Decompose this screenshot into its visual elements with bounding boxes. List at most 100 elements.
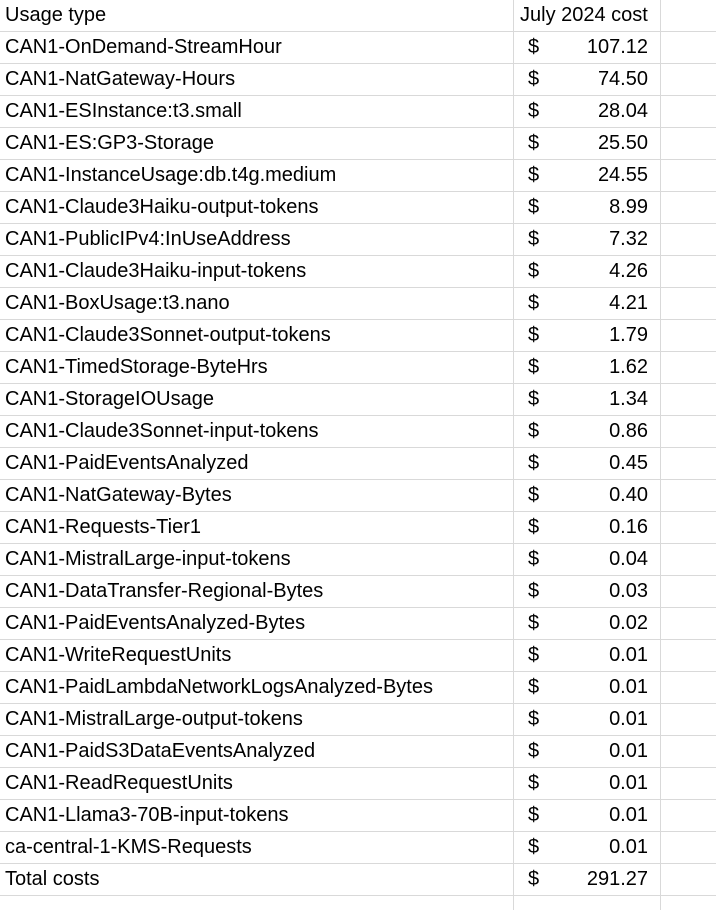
cost-amount-cell[interactable]: 8.99 [609, 196, 648, 218]
currency-symbol-cell[interactable]: $ [528, 644, 540, 666]
currency-symbol-cell[interactable]: $ [528, 836, 540, 858]
cost-amount-cell[interactable]: 1.79 [609, 324, 648, 346]
table-row: CAN1-BoxUsage:t3.nano $4.21 [0, 288, 716, 320]
cost-amount-cell[interactable]: 0.01 [609, 804, 648, 826]
table-row: CAN1-NatGateway-Hours $74.50 [0, 64, 716, 96]
cost-amount-cell[interactable]: 25.50 [597, 132, 648, 154]
currency-symbol-cell[interactable]: $ [528, 420, 540, 442]
cost-amount-cell[interactable]: 0.01 [609, 708, 648, 730]
cost-amount-cell[interactable]: 0.04 [609, 548, 648, 570]
usage-type-cell[interactable]: CAN1-InstanceUsage:db.t4g.medium [5, 164, 337, 186]
usage-type-cell[interactable]: CAN1-PaidEventsAnalyzed [5, 452, 249, 474]
cost-amount-cell[interactable]: 0.01 [609, 644, 648, 666]
usage-type-cell[interactable]: CAN1-DataTransfer-Regional-Bytes [5, 580, 324, 602]
usage-type-cell[interactable]: CAN1-ESInstance:t3.small [5, 100, 242, 122]
cost-amount-cell[interactable]: 7.32 [609, 228, 648, 250]
table-row: CAN1-InstanceUsage:db.t4g.medium $24.55 [0, 160, 716, 192]
table-row: CAN1-PaidS3DataEventsAnalyzed $0.01 [0, 736, 716, 768]
usage-type-cell[interactable]: CAN1-PaidEventsAnalyzed-Bytes [5, 612, 306, 634]
currency-symbol-cell[interactable]: $ [528, 324, 540, 346]
cost-amount-cell[interactable]: 0.01 [609, 836, 648, 858]
currency-symbol-cell[interactable]: $ [528, 708, 540, 730]
usage-type-cell[interactable]: CAN1-MistralLarge-input-tokens [5, 548, 291, 570]
cost-amount-cell[interactable]: 0.03 [609, 580, 648, 602]
cost-amount-cell[interactable]: 4.26 [609, 260, 648, 282]
currency-symbol-cell[interactable]: $ [528, 452, 540, 474]
currency-symbol-cell[interactable]: $ [528, 196, 540, 218]
usage-type-cell[interactable]: CAN1-ReadRequestUnits [5, 772, 233, 794]
cost-amount-cell[interactable]: 0.45 [609, 452, 648, 474]
usage-type-cell[interactable]: CAN1-PaidLambdaNetworkLogsAnalyzed-Bytes [5, 676, 433, 698]
currency-symbol-cell[interactable]: $ [528, 292, 540, 314]
table-row: CAN1-NatGateway-Bytes $0.40 [0, 480, 716, 512]
currency-symbol-cell[interactable]: $ [528, 100, 540, 122]
usage-type-cell[interactable]: CAN1-Requests-Tier1 [5, 516, 201, 538]
table-row: CAN1-PaidEventsAnalyzed-Bytes $0.02 [0, 608, 716, 640]
currency-symbol-cell[interactable]: $ [528, 132, 540, 154]
currency-symbol-cell[interactable]: $ [528, 740, 540, 762]
currency-symbol-cell[interactable]: $ [528, 260, 540, 282]
usage-type-cell[interactable]: CAN1-NatGateway-Hours [5, 68, 236, 90]
currency-symbol-cell[interactable]: $ [528, 388, 540, 410]
table-row: CAN1-Claude3Sonnet-input-tokens $0.86 [0, 416, 716, 448]
currency-symbol-cell[interactable]: $ [528, 804, 540, 826]
total-amount[interactable]: 291.27 [586, 868, 648, 890]
currency-symbol-cell[interactable]: $ [528, 548, 540, 570]
header-cost[interactable]: July 2024 cost [520, 4, 648, 26]
cost-amount-cell[interactable]: 0.01 [609, 676, 648, 698]
table-row: CAN1-WriteRequestUnits $0.01 [0, 640, 716, 672]
usage-type-cell[interactable]: CAN1-StorageIOUsage [5, 388, 214, 410]
usage-type-cell[interactable]: CAN1-BoxUsage:t3.nano [5, 292, 230, 314]
usage-type-cell[interactable]: CAN1-OnDemand-StreamHour [5, 36, 282, 58]
table-row: CAN1-TimedStorage-ByteHrs $1.62 [0, 352, 716, 384]
usage-type-cell[interactable]: CAN1-Claude3Sonnet-output-tokens [5, 324, 331, 346]
table-row: CAN1-Claude3Sonnet-output-tokens $1.79 [0, 320, 716, 352]
cost-amount-cell[interactable]: 4.21 [609, 292, 648, 314]
usage-type-cell[interactable]: CAN1-MistralLarge-output-tokens [5, 708, 303, 730]
table-row: CAN1-ESInstance:t3.small $28.04 [0, 96, 716, 128]
header-usage-type[interactable]: Usage type [5, 4, 107, 26]
currency-symbol-cell[interactable]: $ [528, 68, 540, 90]
cost-amount-cell[interactable]: 0.01 [609, 740, 648, 762]
currency-symbol-cell[interactable]: $ [528, 676, 540, 698]
cost-amount-cell[interactable]: 0.02 [609, 612, 648, 634]
usage-type-cell[interactable]: CAN1-TimedStorage-ByteHrs [5, 356, 268, 378]
usage-type-cell[interactable]: CAN1-Claude3Haiku-input-tokens [5, 260, 307, 282]
cost-amount-cell[interactable]: 1.34 [609, 388, 648, 410]
table-row: CAN1-Requests-Tier1 $0.16 [0, 512, 716, 544]
cost-amount-cell[interactable]: 0.16 [609, 516, 648, 538]
currency-symbol-cell[interactable]: $ [528, 228, 540, 250]
cost-amount-cell[interactable]: 0.40 [609, 484, 648, 506]
total-currency-symbol[interactable]: $ [528, 868, 540, 890]
usage-type-cell[interactable]: CAN1-PaidS3DataEventsAnalyzed [5, 740, 316, 762]
cost-amount-cell[interactable]: 24.55 [597, 164, 648, 186]
cost-amount-cell[interactable]: 0.86 [609, 420, 648, 442]
currency-symbol-cell[interactable]: $ [528, 612, 540, 634]
currency-symbol-cell[interactable]: $ [528, 36, 540, 58]
table-row: ca-central-1-KMS-Requests $0.01 [0, 832, 716, 864]
usage-type-cell[interactable]: CAN1-Llama3-70B-input-tokens [5, 804, 289, 826]
currency-symbol-cell[interactable]: $ [528, 580, 540, 602]
cost-amount-cell[interactable]: 107.12 [586, 36, 648, 58]
usage-type-cell[interactable]: CAN1-NatGateway-Bytes [5, 484, 232, 506]
usage-type-cell[interactable]: ca-central-1-KMS-Requests [5, 836, 252, 858]
currency-symbol-cell[interactable]: $ [528, 356, 540, 378]
currency-symbol-cell[interactable]: $ [528, 772, 540, 794]
cost-amount-cell[interactable]: 28.04 [597, 100, 648, 122]
currency-symbol-cell[interactable]: $ [528, 164, 540, 186]
usage-type-cell[interactable]: CAN1-Claude3Sonnet-input-tokens [5, 420, 319, 442]
table-row: CAN1-DataTransfer-Regional-Bytes $0.03 [0, 576, 716, 608]
currency-symbol-cell[interactable]: $ [528, 516, 540, 538]
usage-type-cell[interactable]: CAN1-PublicIPv4:InUseAddress [5, 228, 291, 250]
currency-symbol-cell[interactable]: $ [528, 484, 540, 506]
table-row: CAN1-ES:GP3-Storage $25.50 [0, 128, 716, 160]
cost-amount-cell[interactable]: 0.01 [609, 772, 648, 794]
cost-amount-cell[interactable]: 74.50 [597, 68, 648, 90]
cost-amount-cell[interactable]: 1.62 [609, 356, 648, 378]
usage-type-cell[interactable]: CAN1-ES:GP3-Storage [5, 132, 214, 154]
usage-type-cell[interactable]: CAN1-WriteRequestUnits [5, 644, 232, 666]
usage-type-cell[interactable]: CAN1-Claude3Haiku-output-tokens [5, 196, 319, 218]
total-label[interactable]: Total costs [5, 868, 100, 890]
table-row: CAN1-ReadRequestUnits $0.01 [0, 768, 716, 800]
table-row: CAN1-PaidLambdaNetworkLogsAnalyzed-Bytes… [0, 672, 716, 704]
